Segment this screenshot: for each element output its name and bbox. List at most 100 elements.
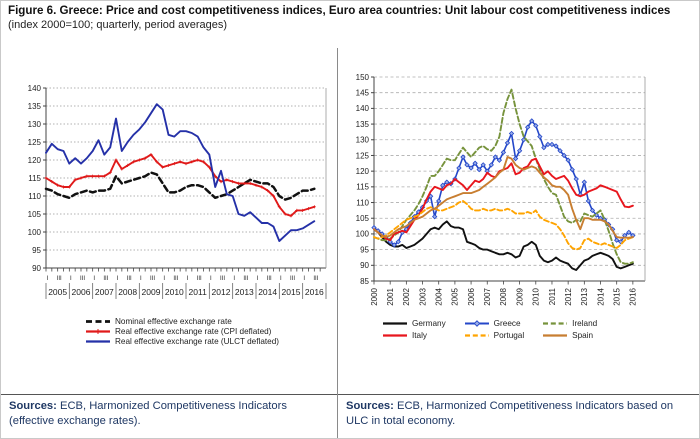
legend-label: Real effective exchange rate (ULCT defla… — [115, 337, 279, 346]
legend-label: Ireland — [572, 319, 598, 328]
svg-text:150: 150 — [356, 73, 370, 82]
svg-text:100: 100 — [356, 230, 370, 239]
svg-text:III: III — [127, 276, 132, 282]
svg-text:105: 105 — [28, 210, 42, 219]
svg-text:I: I — [210, 276, 212, 282]
svg-text:2008: 2008 — [499, 287, 508, 305]
svg-text:I: I — [47, 276, 49, 282]
legend-item-italy: Italy — [382, 331, 446, 340]
svg-text:2016: 2016 — [629, 287, 638, 305]
legend-swatch-portugal — [464, 334, 489, 337]
svg-text:100: 100 — [28, 228, 42, 237]
svg-text:2014: 2014 — [258, 287, 277, 297]
legend-item-portugal: Portugal — [464, 331, 524, 340]
svg-text:105: 105 — [356, 214, 370, 223]
svg-text:I: I — [303, 276, 305, 282]
legend-item-real-effective-exchange-rate-cpi-deflated-: Real effective exchange rate (CPI deflat… — [85, 327, 279, 336]
svg-text:2015: 2015 — [612, 287, 621, 305]
svg-text:III: III — [150, 276, 155, 282]
legend-label: Nominal effective exchange rate — [115, 317, 232, 326]
legend-item-real-effective-exchange-rate-ulct-deflated-: Real effective exchange rate (ULCT defla… — [85, 337, 279, 346]
left-sources: Sources: ECB, Harmonized Competitiveness… — [9, 399, 327, 428]
legend-label: Spain — [572, 331, 594, 340]
svg-text:2013: 2013 — [580, 287, 589, 305]
svg-text:III: III — [173, 276, 178, 282]
series-portugal — [373, 200, 634, 251]
svg-text:2009: 2009 — [142, 287, 161, 297]
svg-text:110: 110 — [28, 192, 41, 201]
svg-text:I: I — [163, 276, 165, 282]
svg-text:2010: 2010 — [165, 287, 184, 297]
x-axis-labels: 2000 2001 2002 2003 2004 2005 2006 2007 2008 2009… — [370, 281, 638, 306]
svg-text:2005: 2005 — [48, 287, 67, 297]
svg-text:III: III — [243, 276, 248, 282]
svg-text:III: III — [290, 276, 295, 282]
left-chart-legend: Nominal effective exchange rate Real effe… — [85, 317, 279, 346]
svg-text:2011: 2011 — [548, 287, 557, 305]
sources-text: ECB, Harmonized Competitiveness Indicato… — [9, 400, 287, 427]
svg-text:I: I — [117, 276, 119, 282]
svg-text:115: 115 — [28, 174, 41, 183]
svg-text:I: I — [140, 276, 142, 282]
series-real-effective-exchange-rate-cpi-deflated- — [44, 153, 316, 218]
legend-item-ireland: Ireland — [542, 319, 597, 328]
right-chart-panel: 85 90 95 100 105 110 115 120 125 130 135 140 145 150 2… — [338, 1, 699, 438]
left-chart-panel: 90 95 100 105 110 115 120 125 130 135 140 I III 2005 I… — [1, 1, 337, 438]
legend-item-greece: Greece — [464, 319, 525, 328]
svg-text:90: 90 — [32, 264, 41, 273]
svg-text:III: III — [197, 276, 202, 282]
panel-divider — [337, 48, 338, 438]
svg-text:2016: 2016 — [305, 287, 324, 297]
svg-text:2010: 2010 — [532, 287, 541, 305]
gridlines — [46, 87, 326, 251]
svg-text:145: 145 — [356, 88, 370, 97]
svg-text:III: III — [80, 276, 85, 282]
legend-swatch-nominal-effective-exchange-rate — [86, 320, 110, 323]
legend-label: Germany — [412, 319, 446, 328]
svg-text:2009: 2009 — [515, 287, 524, 305]
gridlines — [374, 76, 645, 266]
left-sources-rule — [1, 394, 337, 395]
series-greece — [371, 118, 636, 248]
svg-text:2011: 2011 — [189, 287, 208, 297]
svg-text:135: 135 — [356, 120, 370, 129]
svg-text:2002: 2002 — [402, 287, 411, 305]
svg-text:2008: 2008 — [118, 287, 137, 297]
svg-text:120: 120 — [356, 167, 370, 176]
legend-label: Italy — [412, 331, 428, 340]
svg-text:130: 130 — [28, 120, 42, 129]
svg-text:I: I — [233, 276, 235, 282]
svg-text:I: I — [70, 276, 72, 282]
sources-label: Sources: — [9, 400, 57, 412]
legend-swatch-germany — [383, 322, 407, 325]
svg-text:III: III — [267, 276, 272, 282]
svg-text:90: 90 — [360, 261, 369, 270]
svg-text:120: 120 — [28, 156, 42, 165]
figure-subtitle: (index 2000=100; quarterly, period avera… — [8, 18, 228, 31]
svg-text:130: 130 — [356, 136, 370, 145]
svg-text:I: I — [257, 276, 259, 282]
legend-label: Greece — [493, 319, 521, 328]
svg-text:2015: 2015 — [282, 287, 301, 297]
svg-text:I: I — [187, 276, 189, 282]
legend-item-spain: Spain — [542, 331, 597, 340]
svg-text:125: 125 — [28, 138, 42, 147]
series-nominal-effective-exchange-rate — [44, 171, 316, 201]
figure-header: Figure 6. Greece: Price and cost competi… — [8, 4, 696, 33]
legend-label: Real effective exchange rate (CPI deflat… — [115, 327, 272, 336]
svg-text:2007: 2007 — [483, 287, 492, 305]
svg-text:2006: 2006 — [72, 287, 91, 297]
series-germany — [373, 220, 634, 271]
svg-text:2007: 2007 — [95, 287, 114, 297]
svg-text:2006: 2006 — [467, 287, 476, 305]
sources-label: Sources: — [346, 400, 394, 412]
svg-text:110: 110 — [356, 198, 369, 207]
right-sources-rule — [338, 394, 699, 395]
svg-text:III: III — [313, 276, 318, 282]
euro-ulc-chart: 85 90 95 100 105 110 115 120 125 130 135 140 145 150 2… — [356, 73, 646, 306]
axes: 85 90 95 100 105 110 115 120 125 130 135 140 145 150 — [356, 73, 646, 286]
svg-text:2004: 2004 — [435, 287, 444, 305]
